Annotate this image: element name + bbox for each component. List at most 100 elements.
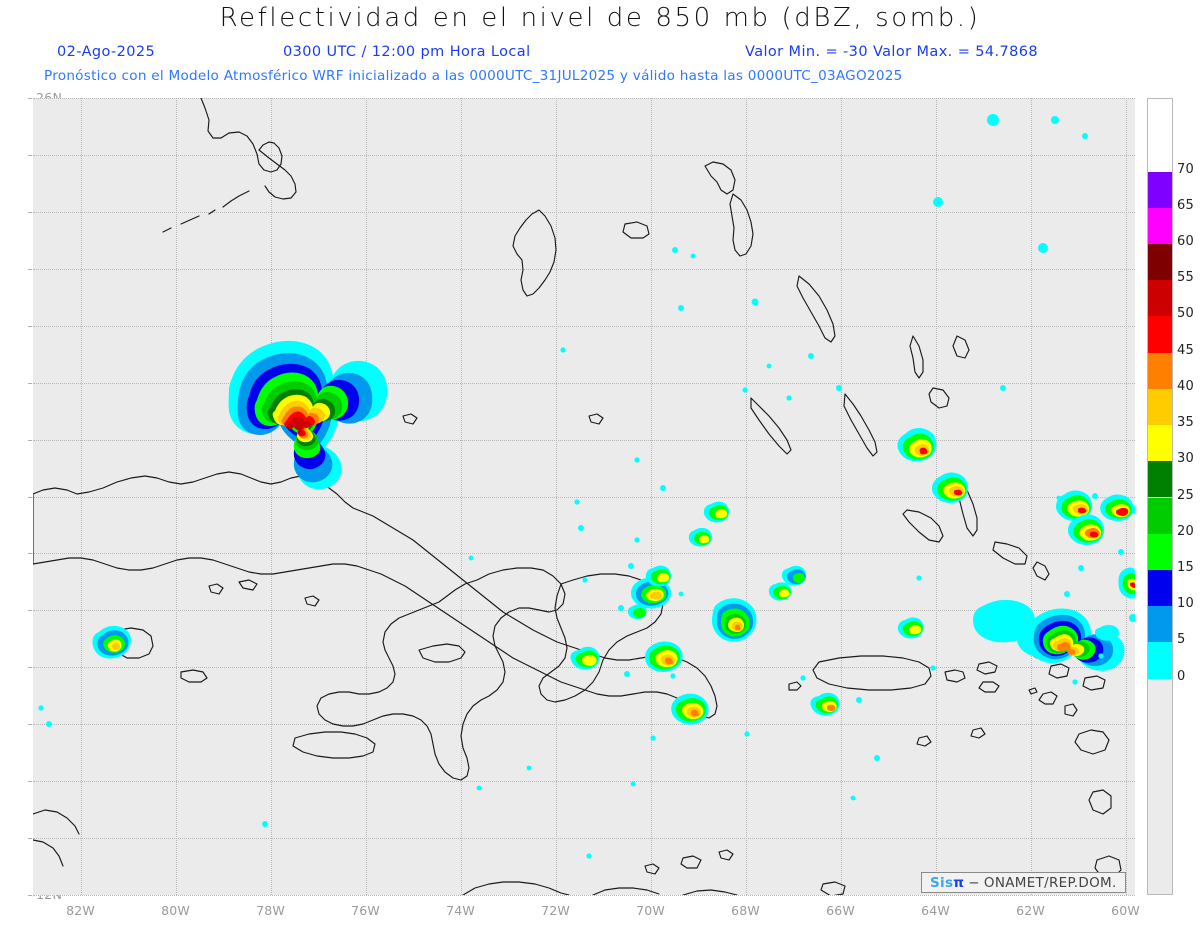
storm-cell-atlantico-63w (931, 472, 969, 503)
colorbar-tick-label: 55 (1177, 270, 1194, 286)
colorbar: 0 5 10 15 20 25 30 35 40 45 50 55 60 65 70 (1147, 98, 1194, 895)
gridline-horizontal (33, 382, 1135, 384)
colorbar-tick-label: 40 (1177, 378, 1194, 394)
gridline-horizontal (33, 838, 1135, 840)
minor-cells-green (570, 501, 924, 716)
colorbar-tick-label: 5 (1177, 632, 1186, 648)
colorbar-tick-label: 15 (1177, 560, 1194, 575)
gridline-horizontal (33, 325, 1135, 327)
y-axis-tick-mark (28, 895, 32, 896)
storm-cell-atlantico-60w (1118, 567, 1135, 599)
storm-cell-atlantico-62w-c (1067, 514, 1105, 545)
gridline-horizontal (33, 724, 1135, 726)
colorbar-tick-label: 30 (1177, 451, 1194, 467)
colorbar-segment (1148, 570, 1172, 607)
logo-organization: ONAMET/REP.DOM. (983, 874, 1117, 891)
gridline-horizontal (33, 781, 1135, 783)
colorbar-segment (1148, 678, 1172, 894)
y-axis-tick-mark (28, 154, 32, 156)
y-axis-tick-mark (28, 211, 32, 213)
x-axis-tick-label: 68W (731, 903, 760, 918)
y-axis-tick-mark (28, 98, 32, 99)
colorbar-segment (1148, 388, 1172, 425)
y-axis-tick-mark (28, 382, 32, 384)
header: Reflectividad en el nivel de 850 mb (dBZ… (0, 0, 1200, 95)
colorbar-segment (1148, 280, 1172, 317)
colorbar-tick-label: 70 (1177, 161, 1194, 177)
model-description: Pronóstico con el Modelo Atmosférico WRF… (44, 68, 903, 84)
gridline-horizontal (33, 154, 1135, 156)
x-axis-tick-label: 62W (1016, 903, 1045, 918)
x-axis-tick-label: 70W (636, 903, 665, 918)
x-axis-tick-label: 60W (1111, 903, 1140, 918)
storm-cell-sureste-cuba (228, 340, 388, 490)
x-axis-tick-label: 82W (66, 903, 95, 918)
map-plot-area[interactable] (33, 98, 1135, 896)
x-axis-tick-label: 74W (446, 903, 475, 918)
y-axis-tick-mark (28, 781, 32, 783)
colorbar-tick-label: 45 (1177, 342, 1194, 358)
gridline-horizontal (33, 98, 1135, 99)
subtitle-row: 02-Ago-2025 0300 UTC / 12:00 pm Hora Loc… (0, 44, 1200, 64)
gridline-horizontal (33, 439, 1135, 441)
colorbar-segment (1148, 352, 1172, 389)
colorbar-segment (1148, 171, 1172, 208)
storm-cell-atlantico-62w-b (1100, 494, 1134, 522)
attribution-badge: Sis π − ONAMET/REP.DOM. (921, 872, 1126, 893)
x-axis-tick-label: 80W (161, 903, 190, 918)
reflectivity-layer (38, 114, 1135, 859)
x-axis-tick-label: 76W (351, 903, 380, 918)
logo-separator: − (968, 874, 980, 891)
colorbar-tick-label: 25 (1177, 487, 1194, 503)
storm-cell-antillas-este (973, 599, 1125, 671)
y-axis-tick-mark (28, 838, 32, 840)
logo-pi-symbol: π (953, 874, 965, 891)
colorbar-segment (1148, 497, 1172, 534)
colorbar-tick-label: 50 (1177, 306, 1194, 322)
y-axis-tick-mark (28, 610, 32, 612)
colorbar-segment (1148, 461, 1172, 498)
gridline-horizontal (33, 553, 1135, 555)
colorbar-segment (1148, 533, 1172, 570)
storm-cell-rd-sur (711, 598, 757, 642)
forecast-date: 02-Ago-2025 (57, 44, 156, 60)
colorbar-segment (1148, 642, 1172, 679)
coastline-layer (33, 98, 1122, 895)
x-axis-tick-label: 72W (541, 903, 570, 918)
x-axis-tick-label: 78W (256, 903, 285, 918)
colorbar-segment (1148, 207, 1172, 244)
colorbar-strip[interactable] (1147, 98, 1173, 895)
y-axis-tick-mark (28, 553, 32, 555)
gridline-horizontal (33, 268, 1135, 270)
y-axis-tick-mark (28, 268, 32, 270)
value-minmax: Valor Min. = -30 Valor Max. = 54.7868 (745, 44, 1039, 60)
colorbar-segment (1148, 425, 1172, 462)
y-axis-tick-mark (28, 496, 32, 498)
colorbar-tick-label: 65 (1177, 197, 1194, 213)
storm-cell-isla-juventud (92, 625, 131, 659)
y-axis-tick-mark (28, 724, 32, 726)
colorbar-tick-label: 10 (1177, 596, 1194, 612)
gridline-horizontal (33, 496, 1135, 498)
colorbar-tick-label: 35 (1177, 415, 1194, 430)
storm-cell-caribe-central (645, 641, 683, 673)
colorbar-tick-label: 60 (1177, 233, 1194, 249)
page-title: Reflectividad en el nivel de 850 mb (dBZ… (219, 3, 981, 33)
colorbar-tick-label: 0 (1177, 668, 1186, 684)
colorbar-tick-label: 20 (1177, 523, 1194, 539)
y-axis-tick-mark (28, 325, 32, 327)
y-axis-tick-mark (28, 667, 32, 669)
storm-cell-atlantico-62w-a (1055, 490, 1093, 521)
x-axis-tick-label: 66W (826, 903, 855, 918)
minor-echoes (38, 114, 1135, 859)
colorbar-segment (1148, 316, 1172, 353)
forecast-time: 0300 UTC / 12:00 pm Hora Local (283, 44, 531, 60)
storm-cell-caribe-sur (671, 693, 709, 725)
gridline-horizontal (33, 895, 1135, 896)
model-info-row: Pronóstico con el Modelo Atmosférico WRF… (0, 68, 1200, 88)
colorbar-segment (1148, 99, 1172, 172)
colorbar-segment (1148, 243, 1172, 281)
gridline-horizontal (33, 610, 1135, 612)
logo-sis-text: Sis (930, 874, 954, 891)
y-axis-tick-mark (28, 439, 32, 441)
